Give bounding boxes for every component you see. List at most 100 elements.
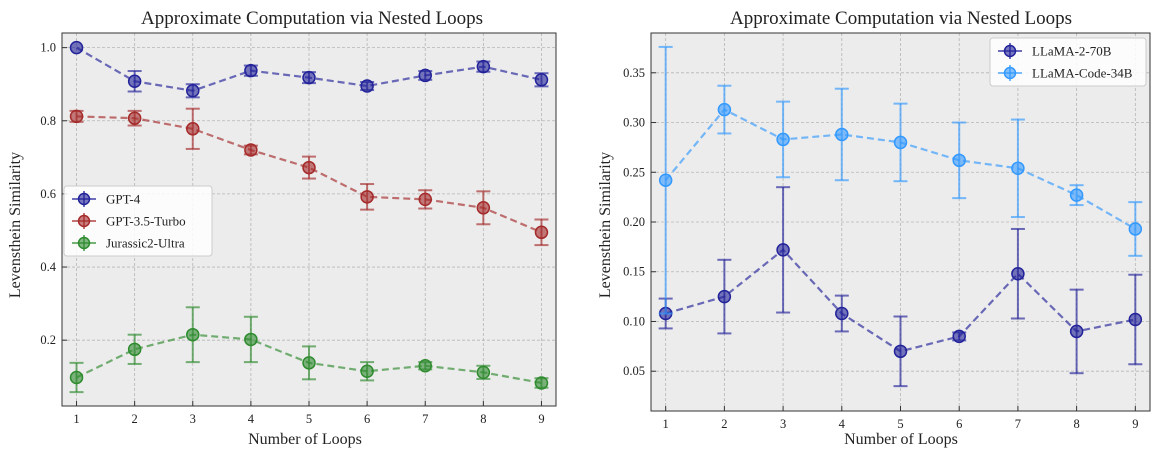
- chart-left-xlabel: Number of Loops: [248, 431, 362, 448]
- gpt-4-point: [244, 63, 258, 78]
- llama-2-70b-point: [1128, 312, 1143, 327]
- gpt-4-point: [302, 70, 316, 85]
- right-y-tick-label: 0.25: [623, 165, 645, 179]
- right-x-tick-label: 1: [663, 417, 669, 431]
- right-y-tick-label: 0.35: [623, 66, 645, 80]
- left-series-gpt-4: [69, 40, 549, 99]
- left-legend-box: [63, 185, 213, 257]
- left-y-tick-label: 0.6: [40, 187, 56, 201]
- jurassic2-ultra-legend-label: Jurassic2-Ultra: [106, 236, 185, 251]
- gpt-4-point: [127, 74, 142, 89]
- left-x-tick-label: 4: [248, 412, 255, 426]
- chart-right-xlabel: Number of Loops: [844, 431, 958, 448]
- gpt-4-point: [418, 68, 432, 83]
- right-x-tick-label: 8: [1073, 417, 1079, 431]
- gpt-3-5-turbo-point: [244, 143, 258, 157]
- right-x-tick-label: 2: [721, 417, 727, 431]
- right-x-tick-label: 5: [897, 417, 903, 431]
- gpt-3-5-turbo-legend-label: GPT-3.5-Turbo: [106, 214, 186, 229]
- gpt-3-5-turbo-point: [302, 160, 316, 175]
- right-y-tick-label: 0.05: [623, 364, 645, 378]
- jurassic2-ultra-legend-marker: [77, 236, 91, 250]
- left-series-jurassic2-ultra: [69, 306, 549, 394]
- chart-left-ylabel: Levensthein Similarity: [7, 152, 24, 298]
- llama-code-34b-point: [1011, 161, 1025, 176]
- chart-right-title: Approximate Computation via Nested Loops: [730, 8, 1072, 29]
- left-x-tick-label: 8: [480, 412, 486, 426]
- llama-2-70b-point: [835, 306, 849, 321]
- llama-2-70b-legend-marker: [1003, 44, 1017, 58]
- llama-code-34b-point: [1069, 188, 1084, 202]
- right-x-tick-label: 4: [839, 417, 846, 431]
- llama-2-70b-point: [952, 329, 966, 344]
- right-x-tick-label: 7: [1015, 417, 1021, 431]
- gpt-3-5-turbo-point: [534, 225, 549, 240]
- left-x-tick-label: 1: [73, 412, 79, 426]
- left-y-tick-label: 0.4: [40, 260, 56, 274]
- gpt-3-5-turbo-point: [127, 111, 142, 125]
- gpt-3-5-turbo-line: [76, 115, 542, 234]
- gpt-3-5-turbo-legend-marker: [77, 214, 91, 228]
- gpt-3-5-turbo-point: [69, 109, 84, 124]
- jurassic2-ultra-point: [244, 332, 258, 347]
- left-x-tick-label: 6: [364, 412, 370, 426]
- jurassic2-ultra-point: [418, 359, 432, 373]
- llama-code-34b-point: [952, 153, 966, 168]
- jurassic2-ultra-point: [186, 327, 200, 342]
- llama-2-70b-legend-label: LLaMA-2-70B: [1032, 44, 1112, 59]
- gpt-3-5-turbo-point: [418, 192, 432, 207]
- gpt-3-5-turbo-point: [476, 201, 491, 215]
- llama-2-70b-point: [717, 289, 732, 304]
- gpt-4-point: [534, 73, 549, 87]
- left-x-tick-label: 2: [132, 412, 138, 426]
- left-x-tick-label: 5: [306, 412, 312, 426]
- gpt-4-legend-label: GPT-4: [106, 192, 141, 207]
- gpt-4-point: [186, 84, 200, 98]
- llama-code-34b-point: [717, 102, 732, 117]
- llama-code-34b-point: [835, 127, 849, 142]
- gpt-4-point: [476, 59, 491, 74]
- chart-right-ylabel: Levensthein Similarity: [597, 152, 614, 298]
- llama-code-34b-legend-marker: [1003, 66, 1017, 80]
- left-y-tick-label: 1.0: [40, 41, 56, 55]
- left-series-gpt-3-5-turbo: [69, 107, 549, 247]
- right-y-tick-label: 0.30: [623, 116, 645, 130]
- jurassic2-ultra-point: [476, 365, 491, 380]
- llama-code-34b-point: [658, 173, 673, 187]
- right-series-llama-2-70b: [658, 186, 1143, 388]
- llama-code-34b-legend-label: LLaMA-Code-34B: [1032, 66, 1133, 81]
- llama-2-70b-point: [1069, 324, 1084, 339]
- left-x-tick-label: 7: [422, 412, 428, 426]
- right-x-tick-label: 9: [1132, 417, 1138, 431]
- left-x-tick-label: 9: [538, 412, 544, 426]
- right-y-tick-label: 0.10: [623, 314, 645, 328]
- left-legend: GPT-4 GPT-3.5-Turbo Jurassic2-Ultra: [63, 185, 213, 257]
- jurassic2-ultra-point: [69, 370, 84, 385]
- gpt-4-legend-marker: [77, 192, 91, 206]
- llama-2-70b-point: [893, 344, 908, 359]
- gpt-3-5-turbo-point: [186, 122, 200, 136]
- right-x-tick-label: 6: [956, 417, 962, 431]
- right-y-tick-label: 0.15: [623, 265, 645, 279]
- gpt-4-point: [69, 40, 84, 55]
- jurassic2-ultra-point: [534, 376, 549, 390]
- llama-code-34b-point: [1128, 222, 1143, 236]
- llama-2-70b-point: [1011, 266, 1025, 281]
- left-y-tick-label: 0.2: [40, 333, 56, 347]
- left-x-tick-label: 3: [190, 412, 196, 426]
- left-y-tick-label: 0.8: [40, 114, 56, 128]
- llama-code-34b-point: [893, 135, 908, 150]
- right-series-llama-code-34b: [658, 45, 1143, 315]
- right-legend: LLaMA-2-70B LLaMA-Code-34B: [989, 37, 1147, 87]
- chart-left-title: Approximate Computation via Nested Loops: [141, 8, 483, 29]
- llama-code-34b-point: [776, 132, 790, 147]
- chart-right: Approximate Computation via Nested Loops…: [597, 8, 1151, 448]
- llama-2-70b-point: [776, 243, 790, 257]
- jurassic2-ultra-point: [302, 356, 316, 370]
- chart-left: Approximate Computation via Nested Loops…: [7, 8, 557, 448]
- jurassic2-ultra-point: [360, 364, 374, 379]
- gpt-4-point: [360, 79, 374, 93]
- jurassic2-ultra-point: [127, 342, 142, 357]
- gpt-3-5-turbo-point: [360, 190, 374, 204]
